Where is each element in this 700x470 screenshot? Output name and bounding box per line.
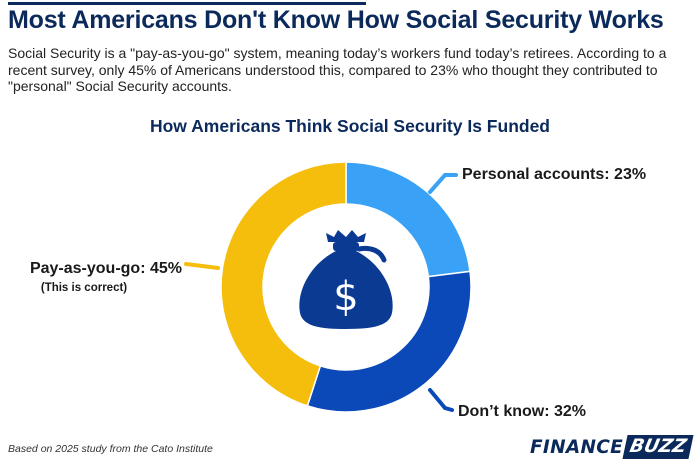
brand-logo-word2: BUZZ bbox=[622, 435, 694, 459]
label-personal-accounts: Personal accounts: 23% bbox=[462, 166, 646, 183]
money-bag-neck bbox=[333, 242, 359, 251]
money-bag-dollar: $ bbox=[333, 274, 358, 320]
chart-title: How Americans Think Social Security Is F… bbox=[149, 116, 550, 136]
leader-personal-accounts bbox=[428, 173, 458, 194]
slice-pay-as-you-go bbox=[220, 161, 347, 407]
money-bag-icon: $ bbox=[299, 230, 393, 329]
slice-don-t-know bbox=[306, 270, 472, 413]
title-rule bbox=[8, 2, 366, 5]
source-note: Based on 2025 study from the Cato Instit… bbox=[8, 443, 213, 455]
intro-text: Social Security is a "pay-as-you-go" sys… bbox=[8, 45, 667, 94]
page-title: Most Americans Don't Know How Social Sec… bbox=[8, 6, 664, 34]
leader-lines bbox=[184, 173, 458, 412]
slice-labels: Personal accounts: 23% Don’t know: 32% Pay… bbox=[30, 166, 646, 420]
brand-logo-word1: FINANCE bbox=[530, 436, 624, 458]
leader-pay-as-you-go bbox=[184, 262, 220, 270]
money-bag-tie bbox=[326, 230, 366, 242]
label-pay-as-you-go: Pay-as-you-go: 45% bbox=[30, 260, 182, 277]
annotation-pay-as-you-go: (This is correct) bbox=[41, 282, 127, 294]
brand-logo: FINANCE BUZZ bbox=[530, 432, 694, 462]
money-bag-body bbox=[299, 251, 393, 329]
money-bag-strap bbox=[356, 245, 387, 263]
leader-don-t-know bbox=[428, 388, 454, 412]
donut-slices bbox=[220, 161, 472, 413]
label-don-t-know: Don’t know: 32% bbox=[458, 403, 586, 420]
